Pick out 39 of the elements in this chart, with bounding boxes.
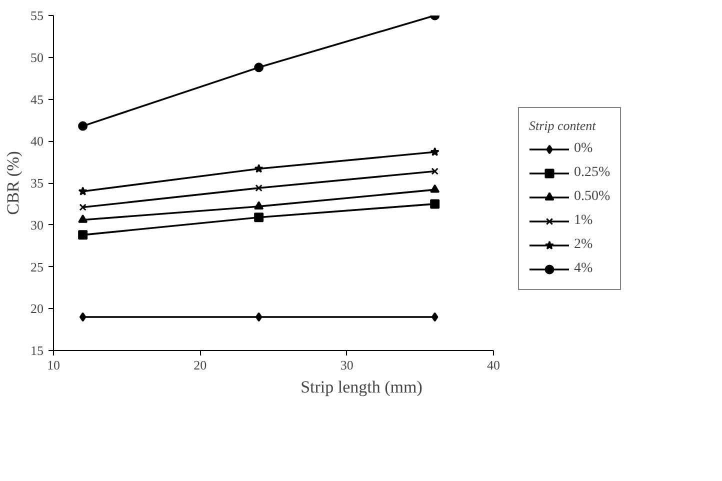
y-axis-title: CBR (%)	[4, 151, 22, 215]
point	[254, 212, 264, 222]
legend-title: Strip content	[529, 118, 597, 134]
x-tick-label: 10	[47, 358, 60, 372]
point	[431, 312, 438, 322]
legend-label: 4%	[574, 261, 594, 277]
point	[430, 147, 440, 156]
y-tick-label: 15	[30, 343, 44, 358]
point	[255, 184, 262, 192]
point	[79, 312, 86, 322]
y-tick-label: 35	[30, 176, 44, 190]
point	[78, 121, 88, 131]
legend-label: 0.50%	[574, 189, 610, 205]
legend-label: 0%	[574, 141, 594, 157]
y-tick-label: 45	[30, 92, 44, 107]
point	[255, 312, 262, 322]
y-tick-label: 50	[30, 50, 44, 65]
y-tick-label: 25	[30, 259, 44, 274]
legend-label: 1%	[574, 213, 594, 229]
point	[254, 201, 264, 210]
point	[254, 62, 264, 72]
y-tick-label: 20	[30, 301, 44, 316]
point	[431, 168, 438, 175]
point	[78, 230, 88, 240]
x-tick-label: 20	[194, 358, 207, 372]
point	[79, 204, 86, 211]
x-tick-label: 30	[340, 358, 354, 372]
y-tick-label: 40	[30, 134, 44, 149]
legend-label: 0.25%	[574, 165, 610, 181]
y-tick-label: 30	[30, 217, 44, 232]
y-tick-label: 55	[30, 8, 44, 23]
point	[430, 199, 440, 209]
point	[78, 214, 88, 223]
legend-label: 2%	[574, 237, 594, 253]
x-tick-label: 40	[487, 358, 500, 372]
point	[78, 186, 88, 196]
point	[430, 184, 440, 193]
x-axis-title: Strip length (mm)	[300, 378, 422, 396]
point	[254, 164, 264, 173]
